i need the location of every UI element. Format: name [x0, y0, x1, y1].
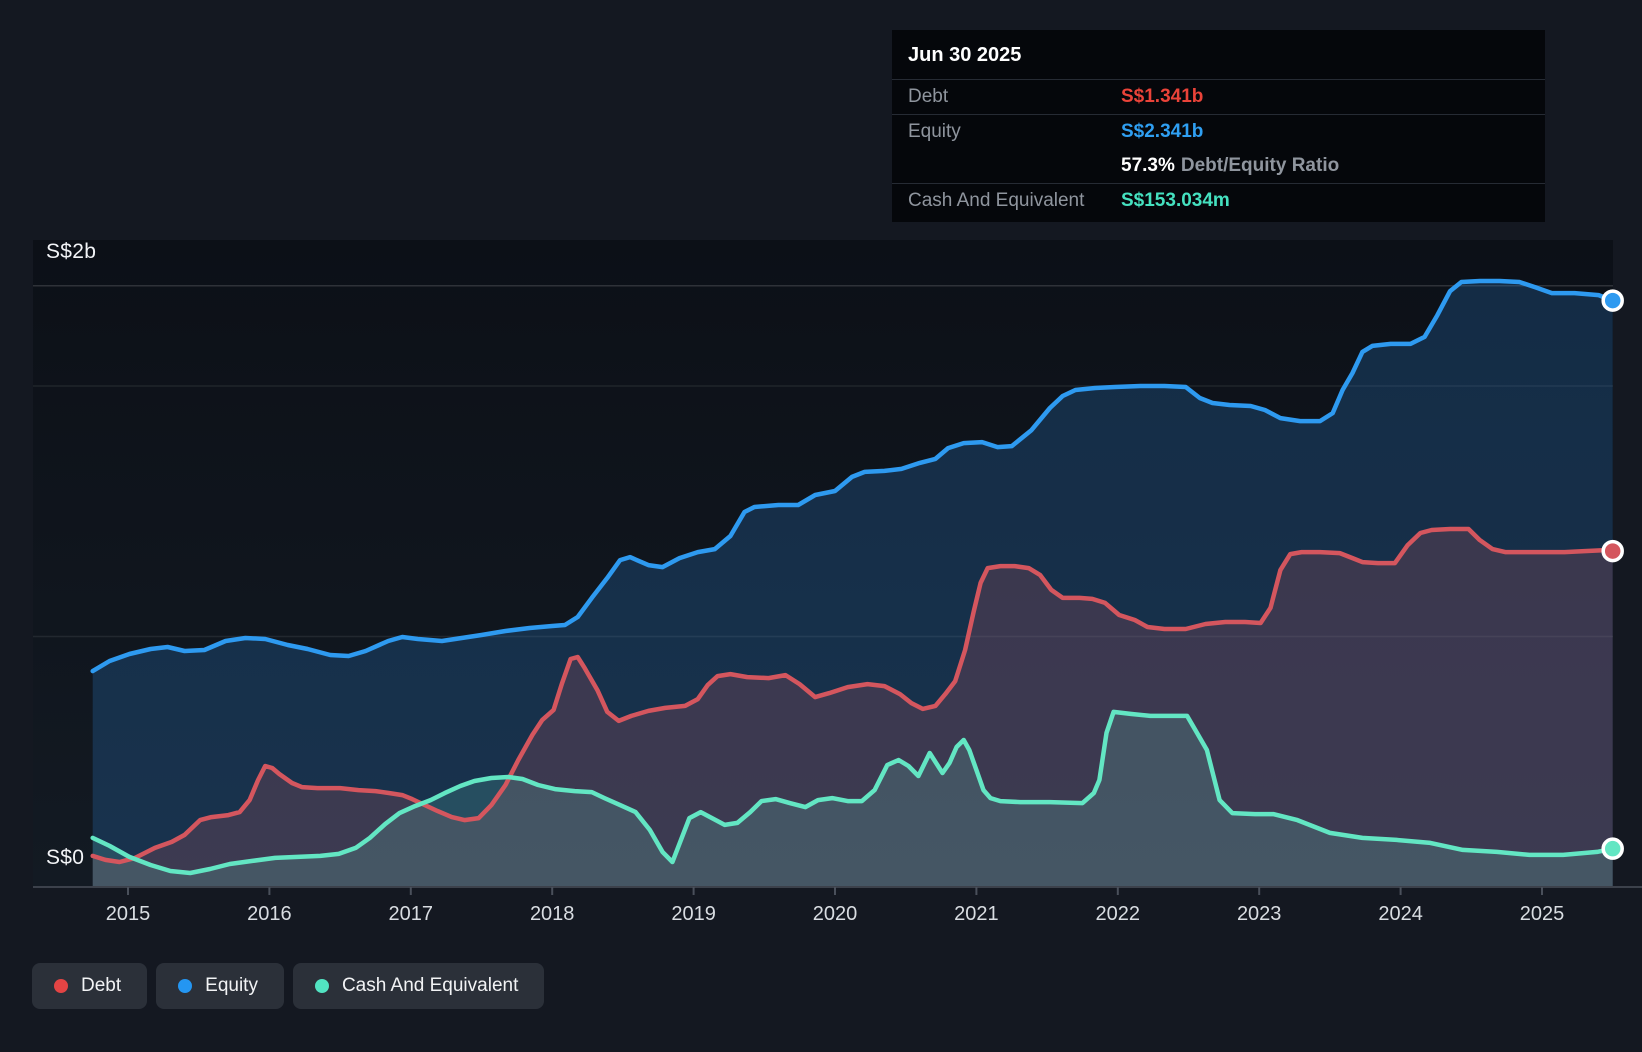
tooltip-ratio-label: Debt/Equity Ratio: [1180, 155, 1340, 176]
y-axis-label-zero: S$0: [46, 846, 85, 869]
legend-item-label: Equity: [205, 975, 258, 996]
cash-and-equivalent-area: [92, 711, 1613, 887]
x-axis-label-2019: 2019: [671, 903, 716, 925]
legend-item-label: Debt: [81, 975, 122, 996]
x-axis-label-2015: 2015: [105, 903, 151, 925]
x-axis-label-2020: 2020: [812, 903, 858, 925]
x-axis-label-2018: 2018: [529, 903, 575, 925]
equity-legend-dot-icon: [178, 979, 193, 993]
debt-line: [90, 526, 1613, 865]
equity-area: [92, 281, 1613, 887]
tooltip-panel: Jun 30 2025 Debt S$1.341b Equity S$2.341…: [892, 30, 1545, 222]
cash-and-equivalent-end-marker[interactable]: [1601, 837, 1624, 860]
tooltip-equity-value: S$2.341b: [1121, 121, 1204, 142]
legend-item-debt[interactable]: Debt: [32, 963, 148, 1009]
legend-item-equity[interactable]: Equity: [156, 963, 284, 1009]
x-axis-label-2023: 2023: [1236, 903, 1282, 925]
series-layer: [90, 278, 1613, 887]
tooltip-row-ratio: 57.3% Debt/Equity Ratio: [892, 149, 1545, 183]
y-axis-label-max: S$2b: [46, 240, 97, 263]
tooltip-ratio-percent: 57.3%: [1121, 155, 1175, 176]
tooltip-debt-value: S$1.341b: [1121, 86, 1204, 107]
tooltip-row-equity: Equity S$2.341b: [892, 114, 1545, 149]
legend-item-cash-and-equivalent[interactable]: Cash And Equivalent: [292, 963, 545, 1009]
legend-item-label: Cash And Equivalent: [341, 975, 519, 996]
tooltip-row-cash: Cash And Equivalent S$153.034m: [892, 183, 1545, 218]
x-axis-label-2025: 2025: [1519, 903, 1565, 925]
debt-legend-dot-icon: [54, 979, 68, 993]
tooltip-debt-label: Debt: [908, 86, 949, 107]
debt-end-marker[interactable]: [1601, 539, 1624, 563]
cash-and-equivalent-line: [90, 709, 1613, 876]
equity-end-marker[interactable]: [1601, 289, 1624, 312]
equity-line: [90, 278, 1613, 674]
tooltip-equity-label: Equity: [908, 121, 961, 142]
plot-background[interactable]: [33, 240, 1613, 887]
debt-area: [92, 529, 1613, 887]
x-axis-label-2022: 2022: [1095, 903, 1141, 925]
tooltip-row-debt: Debt S$1.341b: [892, 79, 1545, 114]
tooltip-date: Jun 30 2025: [908, 44, 1022, 66]
tooltip-cash-label: Cash And Equivalent: [908, 190, 1085, 211]
cash-and-equivalent-legend-dot-icon: [314, 979, 329, 993]
x-axis-label-2017: 2017: [388, 903, 434, 925]
x-axis-label-2024: 2024: [1378, 903, 1423, 925]
tooltip-cash-value: S$153.034m: [1121, 190, 1230, 211]
legend: Debt Equity Cash And Equivalent: [32, 963, 545, 1009]
x-axis-label-2016: 2016: [247, 903, 292, 925]
x-axis-label-2021: 2021: [954, 903, 999, 925]
